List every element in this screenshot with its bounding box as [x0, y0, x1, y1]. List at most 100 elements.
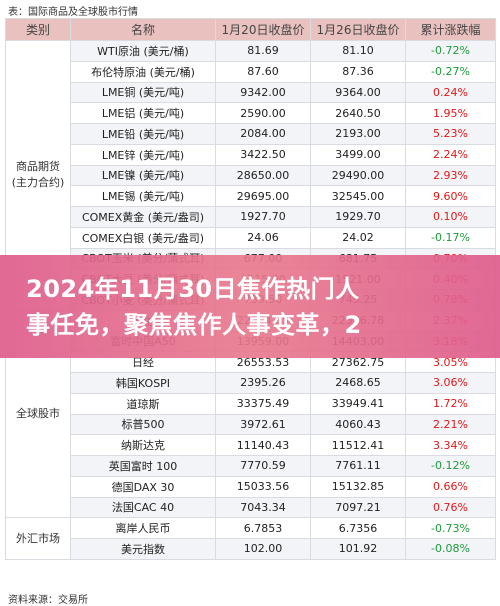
change-pct: -0.12%: [405, 455, 496, 477]
close-jan26: 24.02: [310, 226, 406, 249]
close-jan26: 1929.70: [310, 206, 406, 228]
change-pct: -0.73%: [405, 517, 496, 539]
close-jan26: 2193.00: [310, 123, 406, 145]
instrument-name: 离岸人民币: [70, 517, 216, 539]
close-jan20: 2590.00: [215, 102, 311, 124]
change-pct: 9.60%: [405, 185, 496, 207]
change-pct: 1.95%: [405, 102, 496, 124]
close-jan20: 24.06: [215, 226, 311, 249]
category-label: 外汇市场: [16, 531, 60, 545]
instrument-name: 标普500: [70, 413, 216, 436]
table-row: LME锡 (美元/吨) 29695.00 32545.00 9.60%: [6, 185, 496, 207]
close-jan20: 11140.43: [215, 434, 311, 456]
instrument-name: COMEX黄金 (美元/盎司): [70, 206, 216, 228]
header-name: 名称: [70, 18, 216, 41]
change-pct: 1.72%: [405, 392, 496, 415]
table-row: 商品期货 (主力合约) WTI原油 (美元/桶) 81.69 81.10 -0.72%: [5, 40, 496, 311]
close-jan20: 2084.00: [215, 123, 311, 145]
close-jan20: 102.00: [215, 538, 311, 560]
close-jan26: 33949.41: [310, 392, 406, 415]
close-jan26: 29490.00: [310, 164, 406, 187]
close-jan20: 29695.00: [215, 185, 311, 207]
table-row: LME铝 (美元/吨) 2590.00 2640.50 1.95%: [6, 102, 496, 124]
close-jan26: 81.10: [310, 40, 406, 62]
close-jan26: 101.92: [310, 538, 406, 560]
close-jan20: 9342.00: [215, 81, 311, 104]
table-caption: 表：国际商品及全球股市行情: [8, 6, 138, 18]
change-pct: 0.10%: [405, 206, 496, 228]
category-fx-market: 外汇市场: [5, 517, 71, 560]
table-row: LME镍 (美元/吨) 28650.00 29490.00 2.93%: [6, 164, 496, 187]
table-row: LME铜 (美元/吨) 9342.00 9364.00 0.24%: [6, 81, 496, 104]
instrument-name: LME锌 (美元/吨): [70, 143, 216, 166]
close-jan20: 7770.59: [215, 455, 311, 477]
instrument-name: WTI原油 (美元/桶): [70, 40, 216, 62]
close-jan20: 7043.34: [215, 496, 311, 519]
change-pct: 0.76%: [405, 496, 496, 519]
close-jan20: 33375.49: [215, 392, 311, 415]
instrument-name: COMEX白银 (美元/盎司): [70, 226, 216, 249]
close-jan26: 4060.43: [310, 413, 406, 436]
header-category: 类别: [5, 18, 71, 41]
table-row: 外汇市场 离岸人民币 6.7853 6.7356 -0.73%: [5, 517, 496, 560]
change-pct: 3.06%: [405, 372, 496, 394]
category-label: (主力合约): [11, 176, 65, 190]
table-row: 美元指数 102.00 101.92 -0.08%: [6, 538, 496, 560]
close-jan20: 6.7853: [215, 517, 311, 539]
instrument-name: LME镍 (美元/吨): [70, 164, 216, 187]
close-jan26: 2640.50: [310, 102, 406, 124]
close-jan26: 11512.41: [310, 434, 406, 456]
instrument-name: 布伦特原油 (美元/桶): [70, 60, 216, 83]
change-pct: 0.66%: [405, 475, 496, 498]
banner-line-1: 2024年11月30日焦作热门人: [26, 274, 360, 303]
close-jan26: 7097.21: [310, 496, 406, 519]
change-pct: 2.24%: [405, 143, 496, 166]
change-pct: 0.24%: [405, 81, 496, 104]
change-pct: 2.93%: [405, 164, 496, 187]
table-row: 道琼斯 33375.49 33949.41 1.72%: [6, 392, 496, 415]
change-pct: 3.34%: [405, 434, 496, 456]
instrument-name: 道琼斯: [70, 392, 216, 415]
header-close-jan26: 1月26日收盘价: [310, 18, 406, 41]
banner-line-2: 事任免，聚焦焦作人事变革，2: [26, 310, 362, 339]
close-jan26: 6.7356: [310, 517, 406, 539]
table-row: LME铅 (美元/吨) 2084.00 2193.00 5.23%: [6, 123, 496, 145]
table-row: 韩国KOSPI 2395.26 2468.65 3.06%: [6, 372, 496, 394]
overlay-banner: 2024年11月30日焦作热门人 事任免，聚焦焦作人事变革，2: [0, 255, 500, 358]
instrument-name: 法国CAC 40: [70, 496, 216, 519]
change-pct: -0.17%: [405, 226, 496, 249]
close-jan26: 15132.85: [310, 475, 406, 498]
table-row: 法国CAC 40 7043.34 7097.21 0.76%: [6, 496, 496, 519]
table-row: 标普500 3972.61 4060.43 2.21%: [6, 413, 496, 436]
instrument-name: LME锡 (美元/吨): [70, 185, 216, 207]
close-jan20: 15033.56: [215, 475, 311, 498]
category-label: 全球股市: [16, 407, 60, 420]
close-jan26: 3499.00: [310, 143, 406, 166]
source-note: 资料来源：交易所: [8, 594, 88, 606]
instrument-name: 英国富时 100: [70, 455, 216, 477]
close-jan20: 3422.50: [215, 143, 311, 166]
table-row: 英国富时 100 7770.59 7761.11 -0.12%: [6, 455, 496, 477]
instrument-name: 韩国KOSPI: [70, 372, 216, 394]
change-pct: -0.72%: [405, 40, 496, 62]
header-change: 累计涨跌幅: [405, 18, 496, 41]
close-jan26: 87.36: [310, 60, 406, 83]
instrument-name: LME铅 (美元/吨): [70, 123, 216, 145]
close-jan20: 2395.26: [215, 372, 311, 394]
change-pct: 2.21%: [405, 413, 496, 436]
close-jan20: 87.60: [215, 60, 311, 83]
close-jan26: 9364.00: [310, 81, 406, 104]
change-pct: 5.23%: [405, 123, 496, 145]
close-jan20: 3972.61: [215, 413, 311, 436]
close-jan20: 81.69: [215, 40, 311, 62]
close-jan20: 28650.00: [215, 164, 311, 187]
instrument-name: 美元指数: [70, 538, 216, 560]
close-jan26: 7761.11: [310, 455, 406, 477]
instrument-name: LME铜 (美元/吨): [70, 81, 216, 104]
change-pct: -0.27%: [405, 60, 496, 83]
table-row: 德国DAX 30 15033.56 15132.85 0.66%: [6, 475, 496, 498]
instrument-name: LME铝 (美元/吨): [70, 102, 216, 124]
close-jan26: 32545.00: [310, 185, 406, 207]
table-row: 布伦特原油 (美元/桶) 87.60 87.36 -0.27%: [6, 60, 496, 83]
change-pct: -0.08%: [405, 538, 496, 560]
